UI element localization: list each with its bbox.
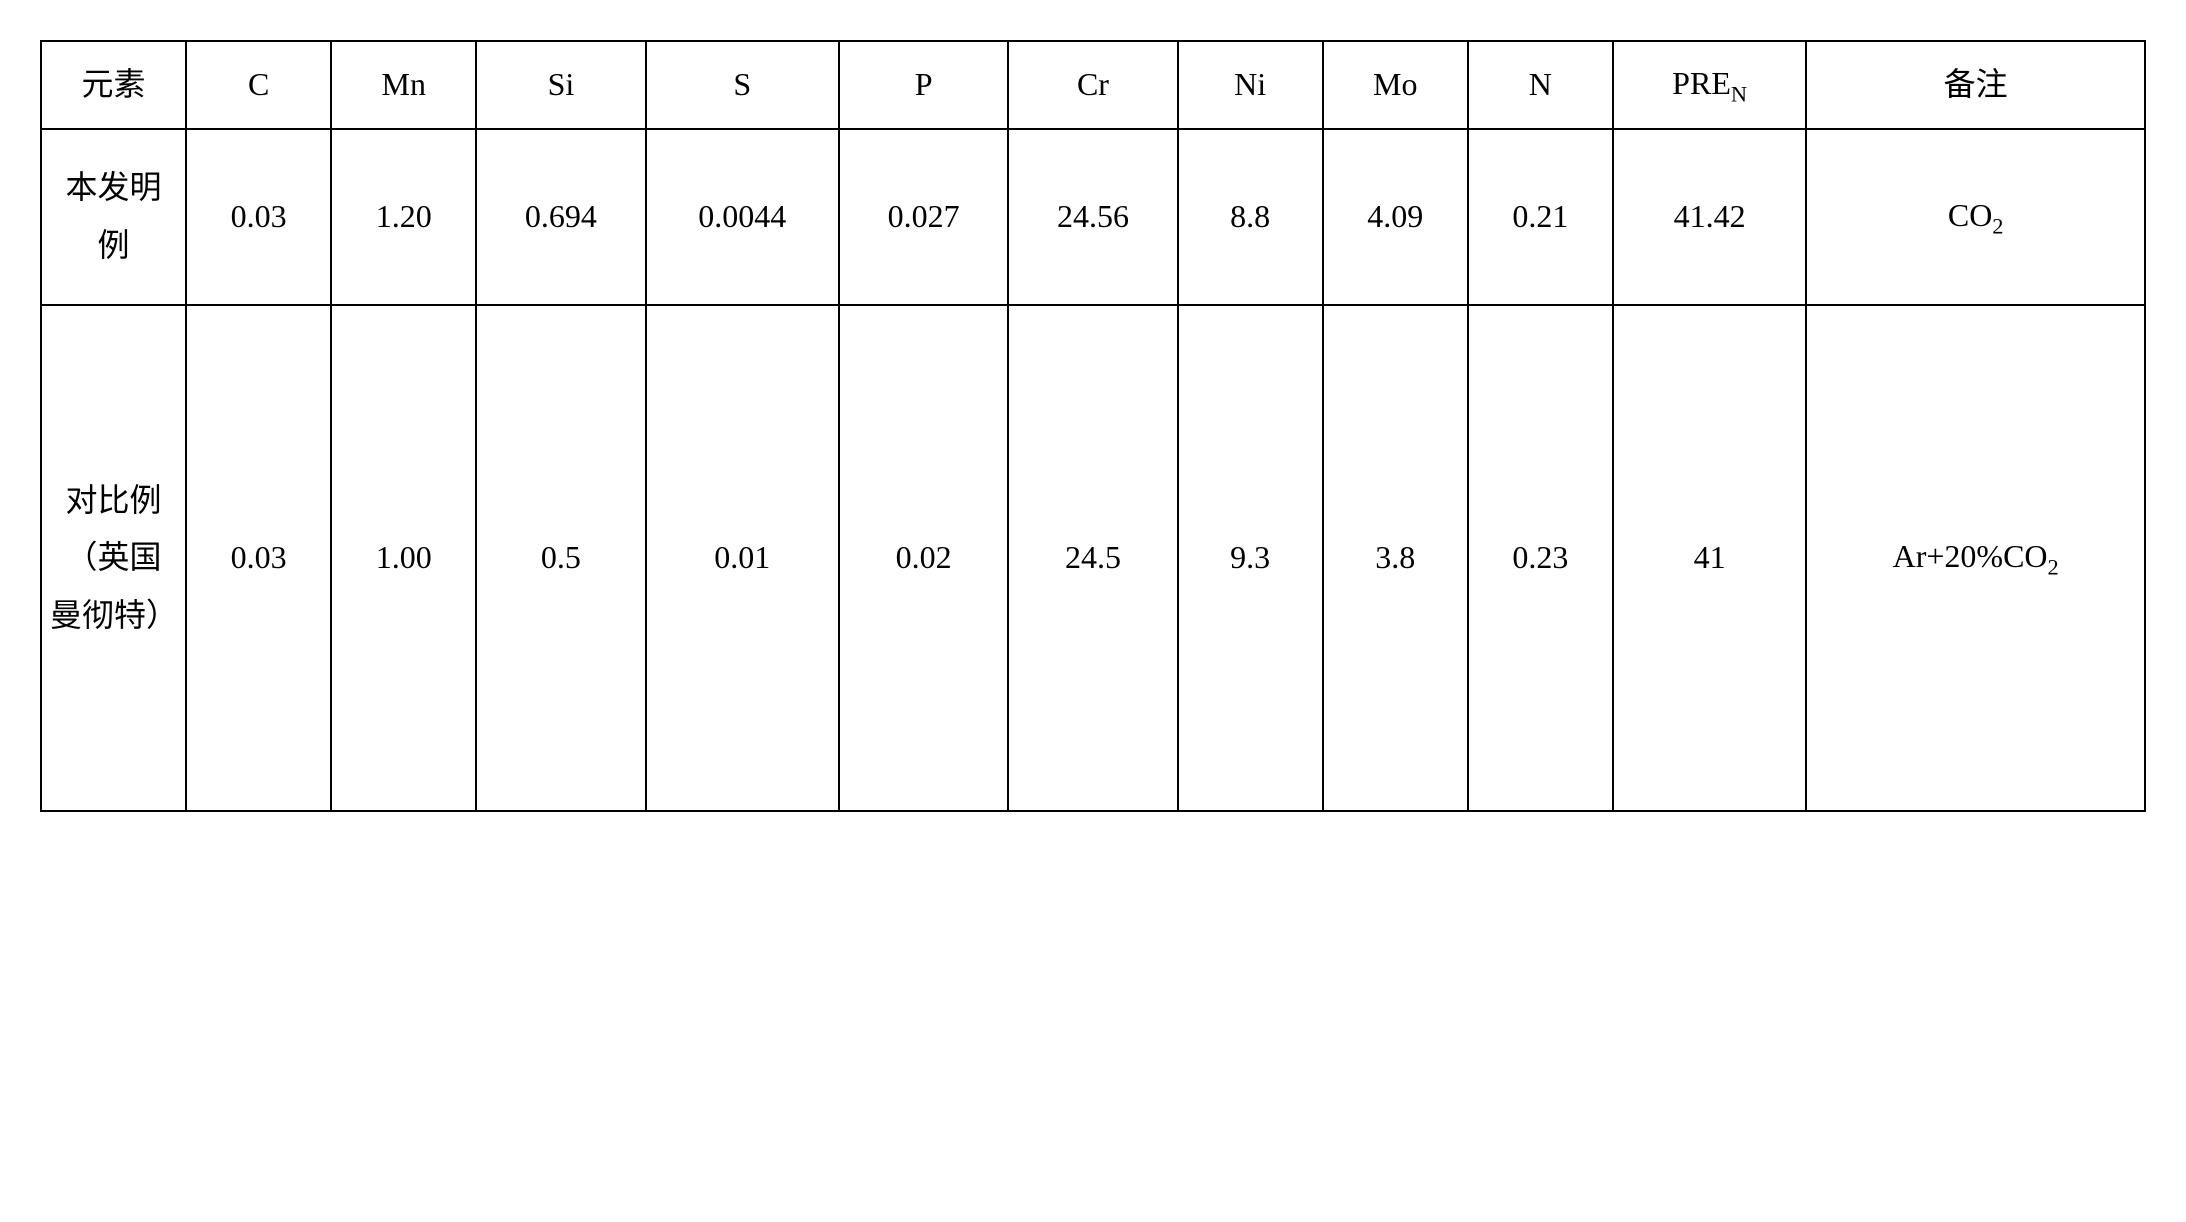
cell-remark: CO2 <box>1806 129 2145 305</box>
header-c: C <box>186 41 331 129</box>
cell-cr: 24.56 <box>1008 129 1177 305</box>
header-mn: Mn <box>331 41 476 129</box>
table-row: 对比例（英国曼彻特） 0.03 1.00 0.5 0.01 0.02 24.5 … <box>41 305 2145 811</box>
header-si: Si <box>476 41 645 129</box>
cell-p: 0.02 <box>839 305 1008 811</box>
row-label-invention: 本发明例 <box>41 129 186 305</box>
table-header-row: 元素 C Mn Si S P Cr Ni Mo N PREN 备注 <box>41 41 2145 129</box>
cell-c: 0.03 <box>186 129 331 305</box>
cell-mn: 1.00 <box>331 305 476 811</box>
cell-pren: 41 <box>1613 305 1806 811</box>
header-element: 元素 <box>41 41 186 129</box>
composition-table: 元素 C Mn Si S P Cr Ni Mo N PREN 备注 本发明例 0… <box>40 40 2146 812</box>
row-label-comparison: 对比例（英国曼彻特） <box>41 305 186 811</box>
cell-p: 0.027 <box>839 129 1008 305</box>
cell-ni: 8.8 <box>1178 129 1323 305</box>
header-cr: Cr <box>1008 41 1177 129</box>
cell-cr: 24.5 <box>1008 305 1177 811</box>
cell-mo: 3.8 <box>1323 305 1468 811</box>
cell-mn: 1.20 <box>331 129 476 305</box>
cell-remark: Ar+20%CO2 <box>1806 305 2145 811</box>
header-p: P <box>839 41 1008 129</box>
cell-si: 0.5 <box>476 305 645 811</box>
cell-pren: 41.42 <box>1613 129 1806 305</box>
header-n: N <box>1468 41 1613 129</box>
cell-n: 0.23 <box>1468 305 1613 811</box>
cell-ni: 9.3 <box>1178 305 1323 811</box>
header-pren: PREN <box>1613 41 1806 129</box>
header-mo: Mo <box>1323 41 1468 129</box>
table-row: 本发明例 0.03 1.20 0.694 0.0044 0.027 24.56 … <box>41 129 2145 305</box>
cell-s: 0.0044 <box>646 129 839 305</box>
cell-n: 0.21 <box>1468 129 1613 305</box>
header-s: S <box>646 41 839 129</box>
cell-c: 0.03 <box>186 305 331 811</box>
cell-si: 0.694 <box>476 129 645 305</box>
cell-mo: 4.09 <box>1323 129 1468 305</box>
header-ni: Ni <box>1178 41 1323 129</box>
cell-s: 0.01 <box>646 305 839 811</box>
header-remark: 备注 <box>1806 41 2145 129</box>
